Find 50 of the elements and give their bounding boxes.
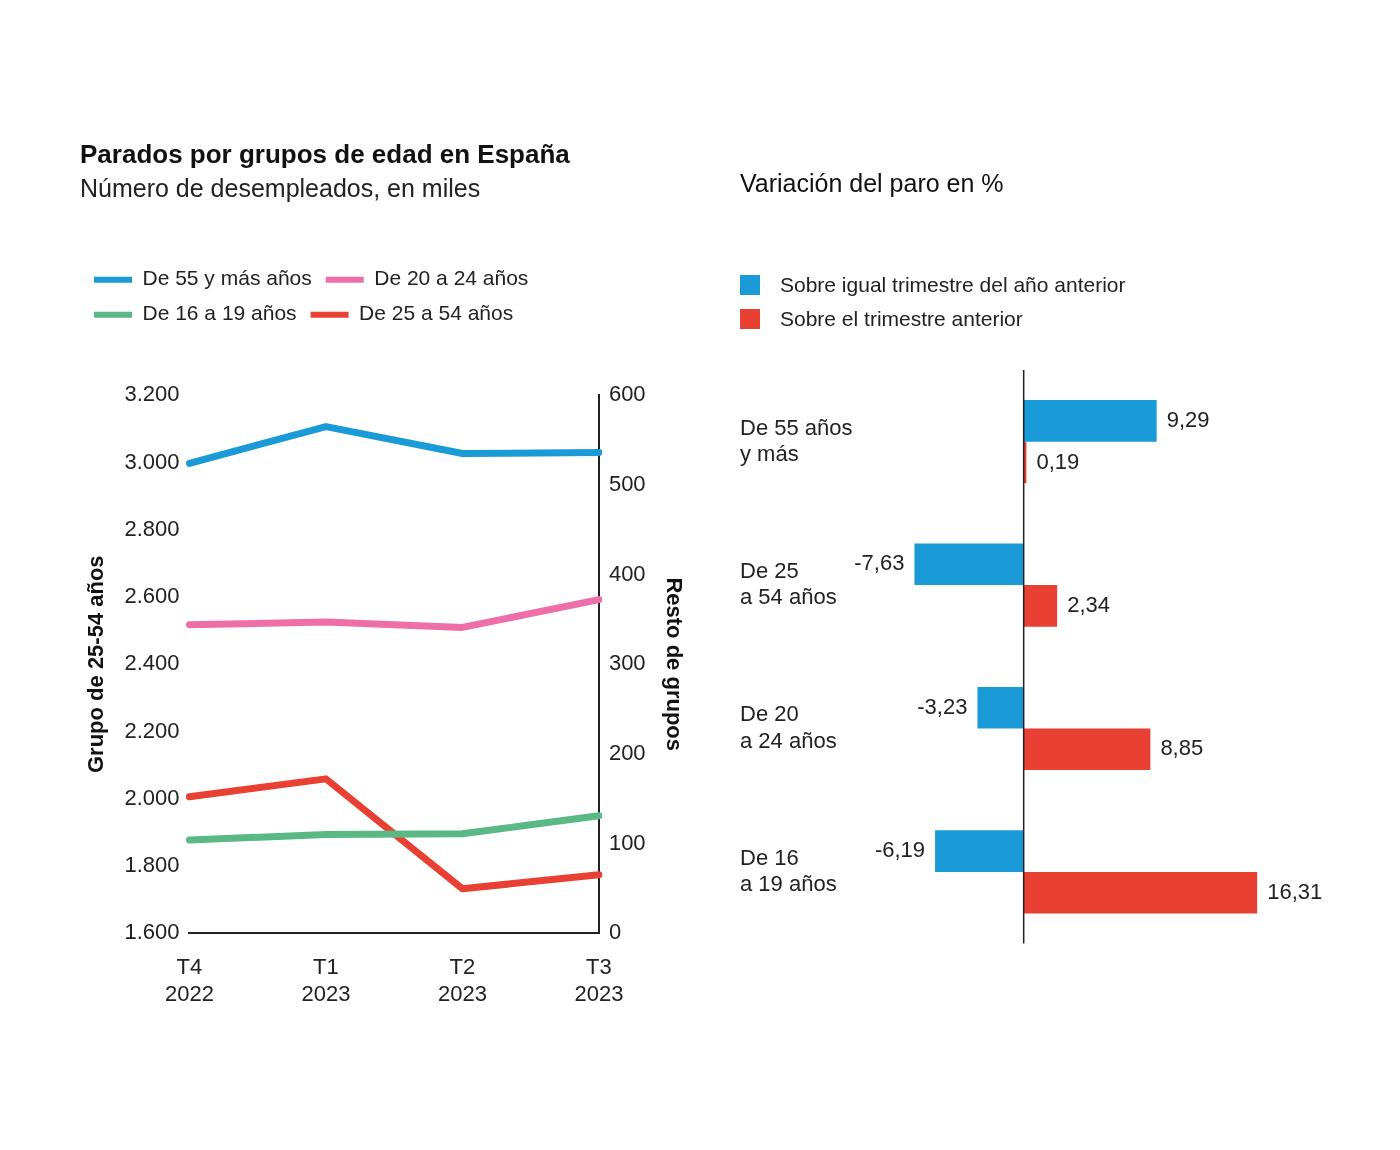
y2-tick-label: 500 xyxy=(608,470,646,496)
y-tick-label: 2.000 xyxy=(124,784,180,810)
y-tick-label: 2.600 xyxy=(124,583,180,609)
legend-label: De 25 a 54 años xyxy=(359,301,514,325)
y2-tick-label: 0 xyxy=(608,919,622,945)
data-label: -7,63 xyxy=(854,550,905,576)
chart-title: Parados por grupos de edad en España xyxy=(80,138,571,169)
y-tick-label: 1.600 xyxy=(124,919,180,945)
data-label: 8,85 xyxy=(1160,735,1204,761)
data-label: -6,19 xyxy=(874,837,926,863)
bar xyxy=(914,543,1024,586)
y2-tick-label: 200 xyxy=(608,739,646,765)
bar xyxy=(977,686,1024,729)
y-tick-label: 2.200 xyxy=(124,717,180,743)
legend-label: Sobre igual trimestre del año anterior xyxy=(780,273,1126,297)
y-tick-label: 3.200 xyxy=(124,381,180,407)
y-tick-label: De 55 años y más xyxy=(740,414,853,466)
legend-label: De 55 y más años xyxy=(142,266,312,290)
data-label: -3,23 xyxy=(917,693,968,719)
legend-label: Sobre el trimestre anterior xyxy=(780,307,1023,331)
y-axis-title: Grupo de 25-54 años xyxy=(83,555,109,774)
x-tick-label: T4 2022 xyxy=(164,954,214,1006)
legend-label: De 20 a 24 años xyxy=(374,266,529,290)
y-tick-label: De 20 a 24 años xyxy=(740,701,837,753)
bar xyxy=(935,830,1024,872)
x-tick-label: T2 2023 xyxy=(437,954,487,1006)
y2-tick-label: 400 xyxy=(608,560,646,586)
bar xyxy=(1023,728,1151,771)
chart-title: Variación del paro en % xyxy=(740,168,1004,197)
x-tick-label: T3 2023 xyxy=(574,954,624,1006)
y2-tick-label: 100 xyxy=(608,829,646,855)
y-tick-label: De 25 a 54 años xyxy=(740,557,837,610)
data-label: 16,31 xyxy=(1267,878,1323,904)
bar xyxy=(1023,585,1058,627)
legend-label: De 16 a 19 años xyxy=(142,301,297,325)
y2-axis-title: Resto de grupos xyxy=(661,577,687,751)
y-tick-label: 3.000 xyxy=(124,448,180,474)
bar xyxy=(1023,400,1157,442)
data-label: 2,34 xyxy=(1067,591,1111,617)
bar xyxy=(1023,871,1258,914)
data-label: 9,29 xyxy=(1166,406,1210,432)
x-tick-label: T1 2023 xyxy=(301,954,351,1006)
y-tick-label: 1.800 xyxy=(124,852,180,878)
data-label: 0,19 xyxy=(1036,448,1080,474)
chart-subtitle: Número de desempleados, en miles xyxy=(80,174,481,203)
y2-tick-label: 600 xyxy=(608,381,646,407)
y2-tick-label: 300 xyxy=(608,650,646,676)
y-tick-label: De 16 a 19 años xyxy=(740,844,837,897)
y-tick-label: 2.800 xyxy=(124,515,180,541)
y-tick-label: 2.400 xyxy=(124,650,180,676)
